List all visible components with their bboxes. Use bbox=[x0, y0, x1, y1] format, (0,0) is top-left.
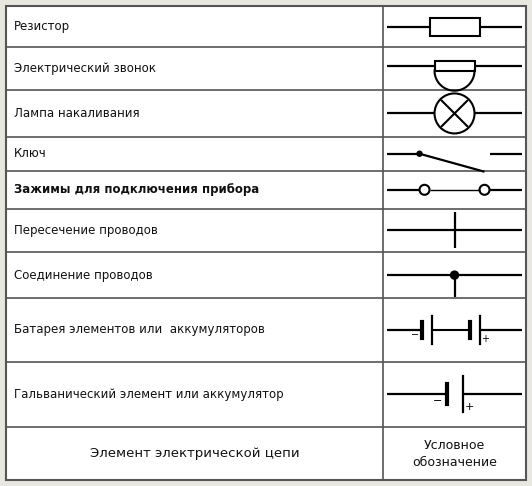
Text: Пересечение проводов: Пересечение проводов bbox=[14, 224, 158, 237]
Circle shape bbox=[451, 271, 459, 279]
Text: Резистор: Резистор bbox=[14, 20, 70, 33]
Text: Батарея элементов или  аккумуляторов: Батарея элементов или аккумуляторов bbox=[14, 323, 265, 336]
Text: Гальванический элемент или аккумулятор: Гальванический элемент или аккумулятор bbox=[14, 388, 284, 401]
Text: Элемент электрической цепи: Элемент электрической цепи bbox=[90, 447, 300, 460]
Text: Соединение проводов: Соединение проводов bbox=[14, 269, 153, 281]
Text: Условное
обозначение: Условное обозначение bbox=[412, 439, 497, 469]
Text: +: + bbox=[481, 334, 489, 344]
Text: −: − bbox=[411, 330, 420, 340]
Text: Лампа накаливания: Лампа накаливания bbox=[14, 107, 139, 120]
Text: Зажимы для подключения прибора: Зажимы для подключения прибора bbox=[14, 183, 259, 196]
Text: Электрический звонок: Электрический звонок bbox=[14, 62, 156, 75]
Bar bbox=[429, 17, 479, 35]
Circle shape bbox=[417, 151, 422, 156]
Bar bbox=[435, 61, 475, 70]
Text: Ключ: Ключ bbox=[14, 147, 47, 160]
Text: −: − bbox=[433, 397, 443, 406]
Text: +: + bbox=[464, 402, 474, 413]
